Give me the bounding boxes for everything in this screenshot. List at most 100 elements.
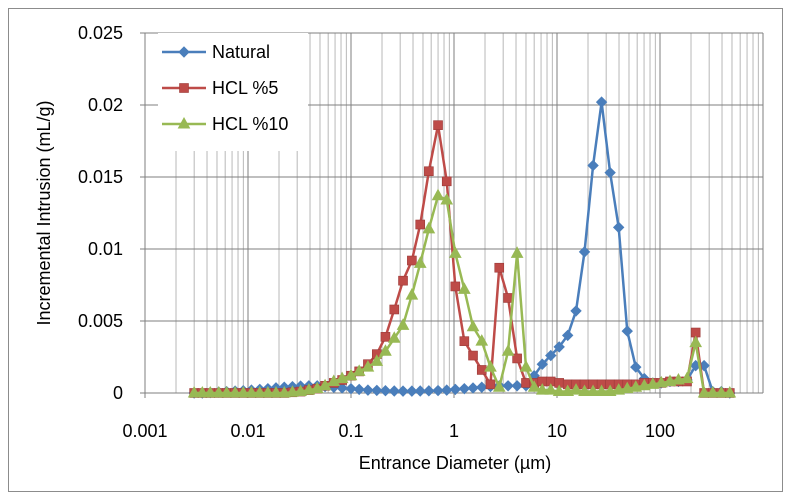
data-point [521,378,531,388]
data-point [536,358,549,370]
data-point [672,373,685,385]
y-tick-label: 0.015 [78,167,123,187]
legend-marker [178,46,190,58]
series-line [194,123,730,395]
data-point [187,385,201,398]
data-point [448,246,462,258]
data-point [388,385,400,397]
data-point [405,288,419,300]
data-point [286,385,299,397]
data-point [485,379,496,390]
data-point [431,188,445,201]
data-point [467,382,479,394]
data-point [379,384,392,397]
x-axis-title: Entrance Diameter (µm) [359,453,551,473]
data-point [396,318,410,330]
x-tick-label: 0.01 [230,421,265,441]
data-point [630,361,642,373]
data-point [302,383,316,395]
x-tick-label: 0.001 [122,421,167,441]
data-point [706,385,720,398]
data-point [450,281,461,292]
data-point [353,383,365,396]
y-axis-title: Incremental Intrusion (mL/g) [34,100,54,325]
data-point [433,120,443,130]
data-point [277,385,291,398]
series-hcl-5 [189,120,735,398]
data-point [228,385,242,398]
data-point [466,319,480,332]
y-tick-label: 0.025 [78,23,123,43]
data-point [570,305,582,317]
data-point [387,331,401,343]
data-point [552,384,566,397]
data-point [370,354,384,366]
data-point [595,384,608,397]
y-tick-label: 0.02 [88,95,123,115]
data-point [476,365,487,375]
x-tick-label: 0.1 [338,421,363,441]
data-point [406,385,418,397]
data-point [236,385,250,398]
data-point [432,384,444,397]
data-point [245,385,258,398]
data-point [424,166,434,177]
data-point [502,380,514,392]
data-point [620,381,634,394]
data-point [389,304,400,315]
data-point [269,385,283,398]
data-point [510,246,524,258]
data-point [380,332,391,342]
data-point [503,293,513,303]
data-point [680,371,694,384]
data-point [603,384,617,397]
data-point [519,360,533,372]
data-point [561,329,574,342]
data-point [553,341,565,353]
x-tick-label: 1 [449,421,459,441]
data-point [569,383,583,395]
data-point [362,384,374,396]
data-point [397,385,409,397]
data-point [440,193,454,205]
data-point [379,344,392,356]
data-point [612,221,625,234]
data-point [612,383,626,395]
data-point [578,246,591,258]
data-point [621,325,633,337]
x-tick-label: 100 [645,421,675,441]
data-point [261,385,275,398]
data-point [578,384,591,397]
data-point [637,378,651,391]
data-point [544,383,558,395]
data-point [492,380,506,392]
data-point [414,385,426,397]
data-point [475,334,489,346]
data-point [220,385,233,398]
data-point [714,385,728,398]
data-point [294,384,307,397]
legend-label: Natural [212,42,270,62]
legend-marker [179,83,189,93]
data-point [663,374,677,386]
data-point [494,262,505,273]
data-point [212,385,226,398]
data-point [459,336,470,346]
data-point [398,275,408,286]
data-point [604,166,616,179]
legend: Natural HCL %5 HCL %10 [158,33,308,151]
data-point [723,385,737,398]
series-line [194,194,730,395]
data-point [512,353,522,364]
data-point [449,383,462,396]
data-point [195,385,209,398]
data-point [587,159,599,172]
data-point [689,335,703,348]
x-tick-label: 10 [547,421,567,441]
data-point [654,375,668,388]
data-point [422,221,436,234]
data-point [484,360,497,372]
series-hcl-10 [187,188,737,398]
y-tick-label: 0 [113,383,123,403]
